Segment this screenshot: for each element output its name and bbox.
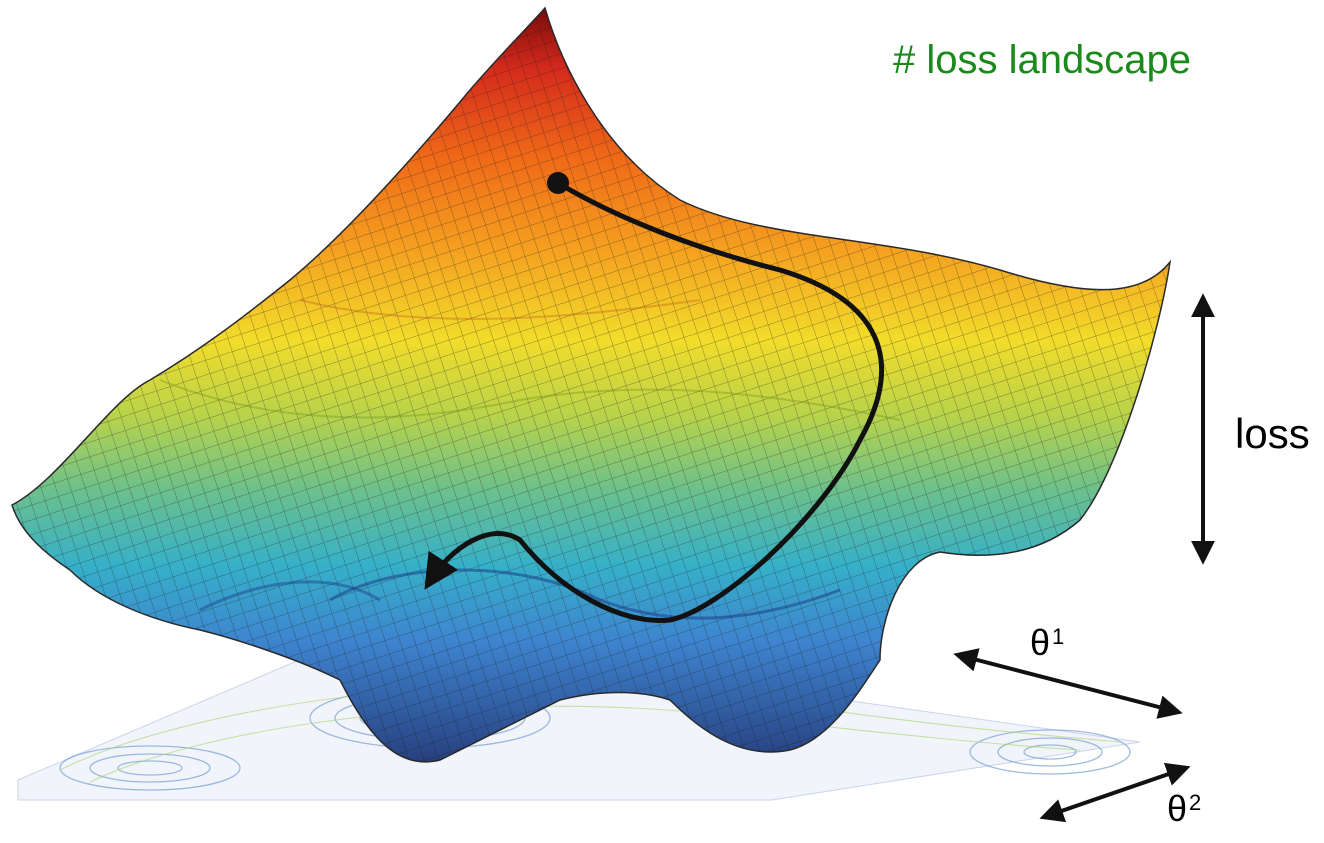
theta1-axis-arrow	[953, 648, 1183, 719]
theta1-label: θ1	[1030, 622, 1064, 664]
dot-icon	[547, 172, 569, 194]
descent-path	[424, 172, 884, 623]
theta1-index: 1	[1052, 624, 1065, 649]
theta2-label: θ2	[1167, 788, 1201, 830]
theta2-axis-arrow	[1039, 762, 1191, 823]
theta2-index: 2	[1189, 790, 1202, 815]
theta2-base: θ	[1167, 788, 1188, 829]
theta1-base: θ	[1030, 622, 1051, 663]
loss-surface	[11, 6, 1172, 763]
loss-label: loss	[1235, 410, 1310, 457]
figure-title: # loss landscape	[893, 38, 1191, 82]
curved-arrow-icon	[424, 180, 884, 623]
